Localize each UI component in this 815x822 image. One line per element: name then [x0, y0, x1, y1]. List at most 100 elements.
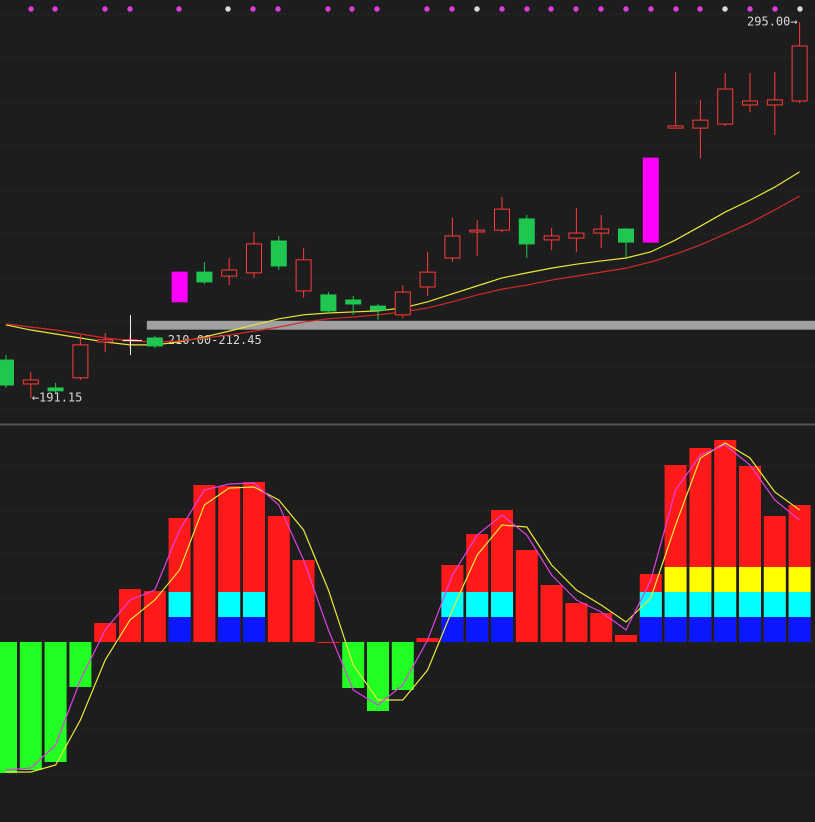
overlay-segment [763, 567, 786, 592]
overlay-segment [689, 617, 712, 642]
overlay-segment [739, 617, 761, 642]
indicator-line [5, 444, 800, 771]
histogram-bar [615, 635, 637, 642]
histogram-bar [590, 613, 613, 642]
signal-star [28, 6, 34, 12]
signal-star [598, 6, 604, 12]
candle-body [196, 271, 213, 283]
candle-body [667, 125, 684, 129]
signal-star [349, 6, 355, 12]
histogram-bar [367, 642, 389, 711]
histogram-bar [0, 642, 17, 773]
signal-star [127, 6, 133, 12]
zone-label: 210.00-212.45 [168, 333, 262, 347]
overlay-segment [714, 617, 737, 642]
overlay-segment [788, 567, 811, 592]
histogram-bar [565, 603, 588, 642]
candle-body [394, 291, 411, 316]
signal-star [474, 6, 480, 12]
candle-body [295, 259, 312, 292]
candle-body [221, 269, 238, 277]
overlay-segment [466, 592, 489, 617]
candle-body [742, 100, 758, 106]
overlay-segment [218, 617, 241, 642]
candle-body [543, 235, 560, 241]
signal-star [102, 6, 108, 12]
signal-star [449, 6, 455, 12]
signal-star [797, 6, 803, 12]
signal-star [325, 6, 331, 12]
signal-star [648, 6, 654, 12]
candle-body [320, 294, 337, 312]
overlay-segment [491, 592, 513, 617]
candle-body [717, 88, 734, 125]
overlay-segment [639, 592, 662, 617]
overlay-segment [763, 617, 786, 642]
candle-body [618, 228, 634, 243]
price-zone [146, 320, 815, 330]
overlay-segment [739, 567, 761, 592]
signal-star [697, 6, 703, 12]
overlay-segment [689, 592, 712, 617]
candle-body [692, 119, 709, 129]
candle-body [469, 229, 486, 233]
histogram-bar [94, 623, 117, 642]
overlay-segment [168, 617, 191, 642]
overlay-segment [664, 617, 687, 642]
overlay-segment [788, 592, 811, 617]
signal-star [747, 6, 753, 12]
histogram-bar [267, 516, 290, 642]
overlay-segment [664, 567, 687, 592]
signal-star [225, 6, 231, 12]
overlay-segment [689, 567, 712, 592]
histogram-bar [193, 485, 216, 642]
overlay-segment [243, 592, 265, 617]
candle-body [0, 359, 14, 386]
signal-star [524, 6, 530, 12]
candle-body [444, 235, 461, 259]
indicator-line [6, 442, 800, 773]
price-annotation: 295.00→ [747, 15, 798, 29]
candle-body [345, 299, 362, 305]
histogram-bar [69, 642, 92, 687]
candle-body [97, 339, 114, 343]
candle-body [791, 45, 808, 102]
candle-body [568, 232, 585, 239]
signal-star [250, 6, 256, 12]
histogram-bar [391, 642, 414, 690]
candle-body [146, 337, 163, 347]
candle-body [642, 157, 659, 243]
candle-body [171, 271, 188, 303]
signal-star [722, 6, 728, 12]
histogram-bar [19, 642, 42, 770]
histogram-bar [540, 585, 563, 642]
candle-body [370, 305, 386, 311]
signal-star [623, 6, 629, 12]
candle-body [246, 243, 262, 274]
overlay-segment [714, 567, 737, 592]
overlay-segment [664, 592, 687, 617]
signal-star [424, 6, 430, 12]
signal-star [499, 6, 505, 12]
signal-star [772, 6, 778, 12]
candle-body [270, 240, 287, 267]
price-annotation: ←191.15 [32, 390, 83, 404]
candle-body [419, 271, 436, 288]
signal-star [275, 6, 281, 12]
overlay-segment [243, 617, 265, 642]
overlay-segment [218, 592, 241, 617]
overlay-segment [168, 592, 191, 617]
histogram-bar [317, 642, 340, 643]
candle-body [47, 387, 64, 392]
candle-body [22, 379, 39, 385]
overlay-segment [763, 592, 786, 617]
overlay-segment [739, 592, 761, 617]
candle-body [518, 218, 535, 245]
candle-body [72, 344, 89, 379]
signal-star [176, 6, 182, 12]
overlay-segment [491, 617, 513, 642]
candle-body [494, 208, 510, 231]
signal-star [673, 6, 679, 12]
